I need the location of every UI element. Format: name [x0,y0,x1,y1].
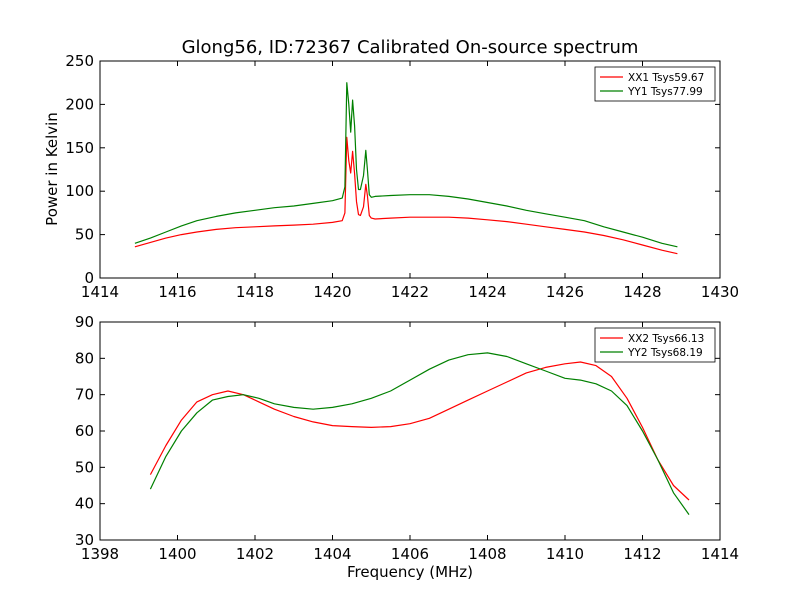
y-tick-label: 0 [84,269,94,287]
series-line-2 [134,82,678,248]
legend: XX1 Tsys59.67 YY1 Tsys77.99 [594,66,716,102]
y-tick-label: 250 [65,52,94,70]
x-tick-label: 1412 [623,545,661,563]
x-tick-label: 1422 [391,283,429,301]
y-axis-label: Power in Kelvin [43,112,61,226]
series-line-1 [149,361,690,501]
x-tick-label: 1430 [701,283,739,301]
x-tick-label: 1414 [81,283,119,301]
y-tick-label: 90 [75,313,94,331]
figure-title: Glong56, ID:72367 Calibrated On-source s… [182,37,639,58]
x-tick-label: 1408 [468,545,506,563]
x-tick-label: 1418 [236,283,274,301]
y-tick-label: 40 [75,495,94,513]
legend-label: YY2 Tsys68.19 [627,347,703,359]
x-axis-label: Frequency (MHz) [347,563,473,581]
series-line-1 [134,136,678,255]
y-tick-label: 30 [75,531,94,549]
legend: XX2 Tsys66.13 YY2 Tsys68.19 [594,327,716,363]
x-tick-label: 1404 [313,545,351,563]
y-tick-label: 50 [75,226,94,244]
x-tick-label: 1424 [468,283,506,301]
x-tick-label: 1402 [236,545,274,563]
y-tick-label: 100 [65,182,94,200]
y-tick-label: 200 [65,95,94,113]
x-tick-label: 1398 [81,545,119,563]
series-line-2 [149,352,690,515]
x-tick-label: 1400 [158,545,196,563]
legend-box [594,66,716,102]
x-tick-label: 1426 [546,283,584,301]
panel-1: 1414 1416 1418 1420 1422 1424 1426 1428 1430 0 50 1… [65,52,739,301]
y-tick-label: 60 [75,422,94,440]
legend-label: XX1 Tsys59.67 [628,72,704,84]
legend-label: YY1 Tsys77.99 [627,86,703,98]
x-tick-label: 1406 [391,545,429,563]
x-tick-label: 1410 [546,545,584,563]
x-tick-label: 1420 [313,283,351,301]
x-tick-label: 1414 [701,545,739,563]
y-tick-label: 150 [65,139,94,157]
x-tick-label: 1428 [623,283,661,301]
legend-label: XX2 Tsys66.13 [628,333,704,345]
panel-2: 1398 1400 1402 1404 1406 1408 1410 1412 1414 30 40… [75,313,739,563]
legend-box [594,327,716,363]
x-tick-label: 1416 [158,283,196,301]
plot-panels: 1414 1416 1418 1420 1422 1424 1426 1428 14300501… [65,52,739,563]
y-tick-label: 80 [75,349,94,367]
y-tick-label: 50 [75,458,94,476]
y-tick-label: 70 [75,386,94,404]
